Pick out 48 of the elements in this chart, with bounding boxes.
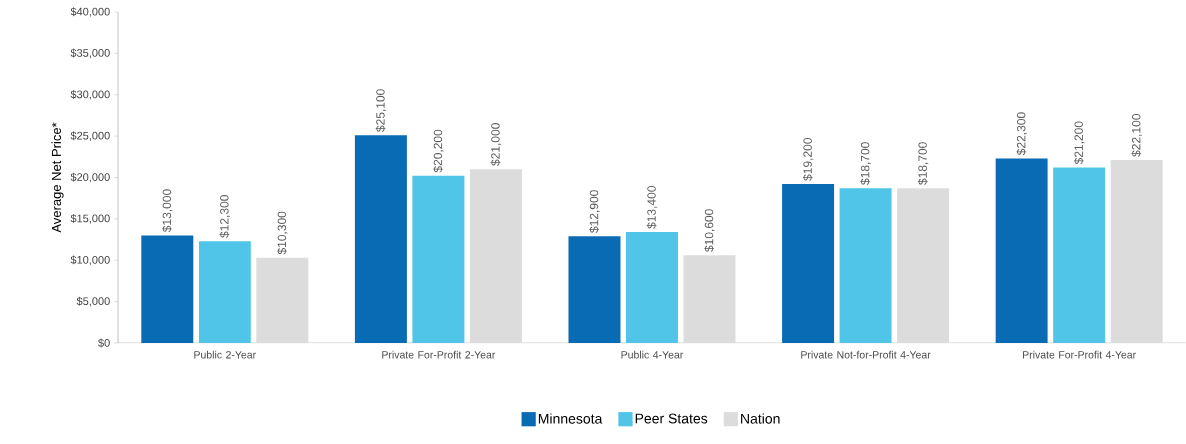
y-tick-label: $10,000 xyxy=(70,255,110,266)
data-label: $18,700 xyxy=(860,142,871,185)
y-tick-label: $40,000 xyxy=(70,7,110,17)
x-tick-label: Private For-Profit 2-Year xyxy=(382,350,496,359)
data-label: $13,000 xyxy=(162,189,173,233)
data-label: $18,700 xyxy=(917,142,929,185)
legend-label: Nation xyxy=(741,413,780,424)
bar xyxy=(256,257,309,343)
data-label: $19,200 xyxy=(802,138,814,181)
bar xyxy=(198,241,251,343)
y-axis-title: Average Net Price* xyxy=(51,122,64,233)
bar xyxy=(141,235,194,343)
y-tick-label: $25,000 xyxy=(70,131,110,141)
y-tick-label: $30,000 xyxy=(70,89,110,100)
bar xyxy=(1053,167,1106,343)
y-tick-label: $5,000 xyxy=(76,296,110,307)
bar xyxy=(412,175,465,343)
bar xyxy=(625,232,678,343)
bar xyxy=(568,236,621,343)
bar xyxy=(354,135,407,343)
bar xyxy=(469,169,522,343)
data-label: $12,300 xyxy=(219,195,231,238)
data-label: $21,000 xyxy=(490,123,502,166)
data-label: $10,300 xyxy=(277,211,288,255)
y-tick-label: $20,000 xyxy=(70,172,110,183)
y-tick-label: $0 xyxy=(98,338,110,348)
data-label: $21,200 xyxy=(1073,121,1085,165)
bar xyxy=(839,188,892,343)
data-label: $25,100 xyxy=(375,89,387,132)
data-label: $22,100 xyxy=(1131,114,1142,157)
x-tick-label: Public 2-Year xyxy=(194,350,256,359)
legend-label: Minnesota xyxy=(538,413,603,424)
bar xyxy=(782,184,835,343)
legend-label: Peer States xyxy=(635,413,708,424)
y-tick-label: $35,000 xyxy=(70,48,110,59)
data-label: $10,600 xyxy=(704,209,715,252)
x-tick-label: Private For-Profit 4-Year xyxy=(1023,350,1136,359)
data-label: $13,400 xyxy=(646,186,658,229)
bar xyxy=(683,255,736,343)
data-label: $12,900 xyxy=(589,190,600,233)
data-label: $22,300 xyxy=(1016,112,1027,156)
bar xyxy=(995,158,1048,343)
bar xyxy=(1110,160,1163,343)
y-tick-label: $15,000 xyxy=(70,214,110,224)
x-tick-label: Private Not-for-Profit 4-Year xyxy=(801,350,931,359)
bar xyxy=(897,188,950,343)
x-tick-label: Public 4-Year xyxy=(621,350,684,359)
data-label: $20,200 xyxy=(433,129,444,173)
